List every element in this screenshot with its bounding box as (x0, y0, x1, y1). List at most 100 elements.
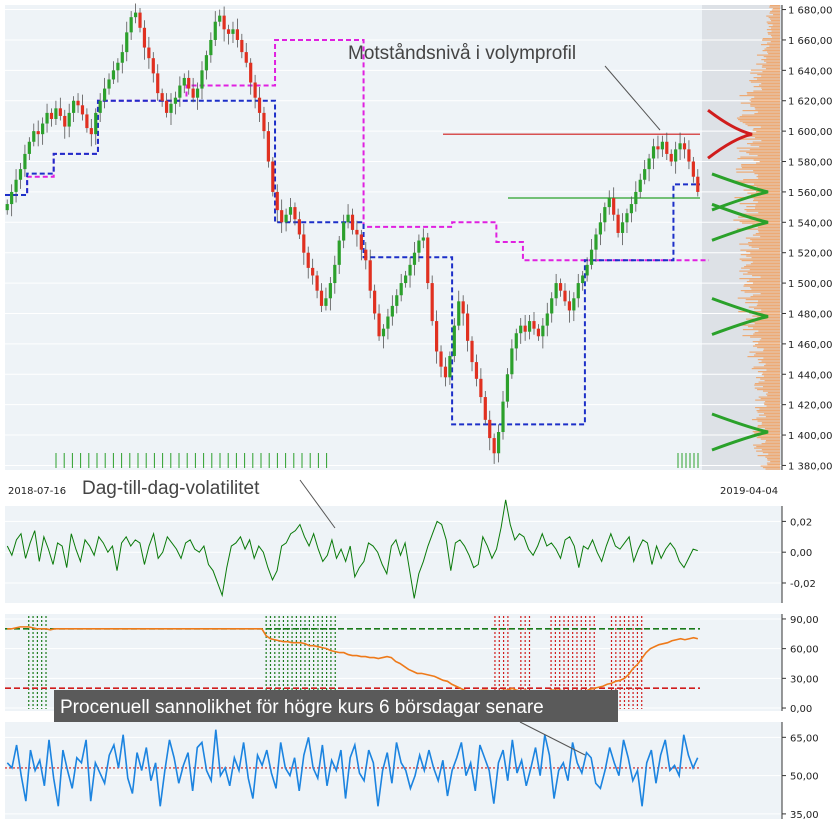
candle-body (63, 115, 67, 127)
candle-body (430, 283, 434, 322)
volume-profile-bar (757, 74, 780, 76)
candle-body (266, 131, 270, 162)
candle-body (85, 114, 89, 129)
volume-profile-bar (754, 107, 780, 109)
volume-profile-bar (741, 167, 780, 169)
probability-pointer (519, 721, 586, 756)
tick-label: -0,02 (790, 579, 816, 590)
candle-body (173, 97, 178, 104)
volume-profile-bar (766, 15, 780, 17)
candle-body (687, 149, 691, 162)
volume-profile-bar (757, 389, 780, 391)
candle-body (634, 191, 638, 205)
candle-body (80, 105, 85, 115)
volume-profile-bar (767, 32, 780, 34)
volume-profile-bar (760, 293, 780, 295)
volume-profile-bar (766, 29, 780, 31)
volume-profile-bar (752, 224, 780, 226)
candle-body (249, 62, 253, 83)
volume-profile-bar (740, 290, 780, 292)
volume-profile-bar (752, 341, 780, 343)
volume-profile-bar (753, 170, 780, 172)
volume-profile-bar (764, 404, 780, 406)
volume-profile-curve (711, 412, 769, 452)
volume-profile-bar (769, 45, 780, 47)
volume-profile-bar (751, 288, 780, 290)
candle-body (125, 32, 129, 53)
candle-body (514, 333, 518, 349)
volume-profile-bar (744, 209, 780, 211)
candle-body (27, 141, 31, 154)
tick-label: 50,00 (790, 772, 819, 783)
volume-profile-bar (761, 374, 780, 376)
volume-profile-bar (763, 348, 780, 350)
volume-profile-bar (747, 356, 780, 358)
candle-body (457, 301, 461, 326)
candle-body (76, 100, 80, 106)
volume-profile-bar (764, 60, 780, 62)
volume-profile-bar (741, 165, 780, 167)
volume-profile-bar (757, 455, 780, 457)
volume-profile-bar (757, 347, 780, 349)
candle-body (443, 366, 448, 378)
volume-profile-bar (768, 53, 780, 55)
series-line (6, 499, 698, 599)
volume-profile-bar (747, 93, 780, 95)
candle-body (674, 149, 678, 162)
candle-body (527, 321, 532, 332)
volume-profile-bar (766, 393, 780, 395)
volume-profile-bar (747, 143, 780, 145)
volume-profile-bar (762, 390, 780, 392)
price-tick-label: 1 540,00 (788, 218, 833, 229)
volume-profile-bar (771, 27, 780, 29)
candle-body (465, 313, 470, 341)
volume-profile-bar (757, 371, 780, 373)
volume-profile-bar (767, 459, 780, 461)
volume-profile-bar (758, 248, 780, 250)
volume-profile-bar (758, 414, 780, 416)
probability-line (6, 729, 699, 807)
volume-profile-bar (763, 357, 780, 359)
volume-profile-bar (763, 350, 780, 352)
volume-profile-bar (760, 236, 780, 238)
candle-body (550, 298, 554, 314)
volume-profile-bar (765, 440, 780, 442)
volume-profile-bar (761, 83, 780, 85)
price-tick-label: 1 560,00 (788, 188, 833, 199)
candle-body (164, 100, 169, 113)
candle-body (14, 179, 18, 192)
volume-profile-bar (745, 215, 780, 217)
volume-profile-curve (711, 297, 769, 336)
volatility-pointer (299, 479, 336, 529)
price-tick-label: 1 520,00 (788, 249, 833, 260)
volume-profile-bar (739, 150, 780, 152)
candle-body (567, 301, 572, 311)
indicator-y-axis: 90,00 60,00 30,00 0,00 (781, 614, 819, 715)
candle-body (474, 362, 479, 379)
candle-body (182, 77, 186, 86)
volume-profile-bar (744, 284, 780, 286)
volume-profile-bar (749, 351, 780, 353)
candle-body (496, 432, 501, 454)
volume-profile-bar (746, 210, 780, 212)
volume-profile-bar (758, 381, 780, 383)
candle-body (479, 378, 483, 398)
volume-profile-bar (769, 6, 780, 8)
volume-profile-bar (746, 281, 780, 283)
price-tick-label: 1 480,00 (788, 309, 833, 320)
candle-body (523, 325, 527, 332)
volume-profile-bar (765, 363, 780, 365)
volume-profile-bar (771, 30, 780, 32)
candle-body (58, 108, 62, 116)
candle-body (377, 313, 381, 337)
candle-body (94, 112, 98, 135)
candle-body (306, 252, 310, 268)
candle-body (98, 100, 102, 113)
tick-label: 0,00 (790, 548, 812, 559)
volume-profile-bar (758, 231, 780, 233)
candle-body (200, 70, 204, 89)
candle-body (572, 298, 576, 311)
tick-label: 65,00 (790, 733, 819, 744)
volume-profile-bar (766, 405, 780, 407)
volume-profile-bar (757, 303, 780, 305)
